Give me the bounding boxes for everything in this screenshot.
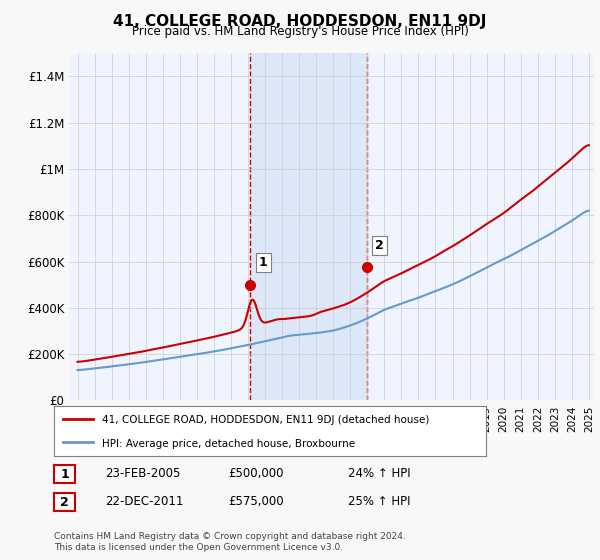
Text: £575,000: £575,000 [228, 495, 284, 508]
Text: HPI: Average price, detached house, Broxbourne: HPI: Average price, detached house, Brox… [101, 439, 355, 449]
Text: Price paid vs. HM Land Registry's House Price Index (HPI): Price paid vs. HM Land Registry's House … [131, 25, 469, 38]
Text: 1: 1 [60, 468, 69, 480]
Text: 41, COLLEGE ROAD, HODDESDON, EN11 9DJ: 41, COLLEGE ROAD, HODDESDON, EN11 9DJ [113, 14, 487, 29]
Text: 25% ↑ HPI: 25% ↑ HPI [348, 495, 410, 508]
Text: Contains HM Land Registry data © Crown copyright and database right 2024.
This d: Contains HM Land Registry data © Crown c… [54, 532, 406, 552]
Text: 2: 2 [60, 496, 69, 508]
Text: 22-DEC-2011: 22-DEC-2011 [105, 495, 184, 508]
Text: 2: 2 [376, 239, 384, 252]
Text: £500,000: £500,000 [228, 467, 284, 480]
Text: 41, COLLEGE ROAD, HODDESDON, EN11 9DJ (detached house): 41, COLLEGE ROAD, HODDESDON, EN11 9DJ (d… [101, 415, 429, 425]
Text: 24% ↑ HPI: 24% ↑ HPI [348, 467, 410, 480]
Bar [250, 53, 367, 400]
Text: 23-FEB-2005: 23-FEB-2005 [105, 467, 181, 480]
Text: 1: 1 [259, 256, 268, 269]
